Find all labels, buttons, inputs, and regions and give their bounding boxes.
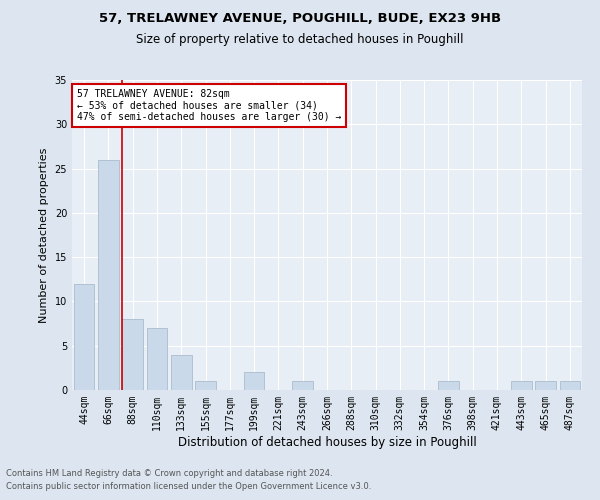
Bar (292, 381, 313, 390)
Bar (74, 284, 94, 390)
Bar (146, 328, 167, 390)
Bar (438, 381, 459, 390)
Bar (511, 381, 532, 390)
Bar (560, 381, 580, 390)
Bar (195, 381, 216, 390)
Text: 57 TRELAWNEY AVENUE: 82sqm
← 53% of detached houses are smaller (34)
47% of semi: 57 TRELAWNEY AVENUE: 82sqm ← 53% of deta… (77, 90, 341, 122)
Bar (535, 381, 556, 390)
X-axis label: Distribution of detached houses by size in Poughill: Distribution of detached houses by size … (178, 436, 476, 448)
Bar (122, 319, 143, 390)
Bar (171, 354, 191, 390)
Text: 57, TRELAWNEY AVENUE, POUGHILL, BUDE, EX23 9HB: 57, TRELAWNEY AVENUE, POUGHILL, BUDE, EX… (99, 12, 501, 26)
Bar (98, 160, 119, 390)
Bar (244, 372, 265, 390)
Text: Contains public sector information licensed under the Open Government Licence v3: Contains public sector information licen… (6, 482, 371, 491)
Text: Contains HM Land Registry data © Crown copyright and database right 2024.: Contains HM Land Registry data © Crown c… (6, 468, 332, 477)
Y-axis label: Number of detached properties: Number of detached properties (39, 148, 49, 322)
Text: Size of property relative to detached houses in Poughill: Size of property relative to detached ho… (136, 32, 464, 46)
